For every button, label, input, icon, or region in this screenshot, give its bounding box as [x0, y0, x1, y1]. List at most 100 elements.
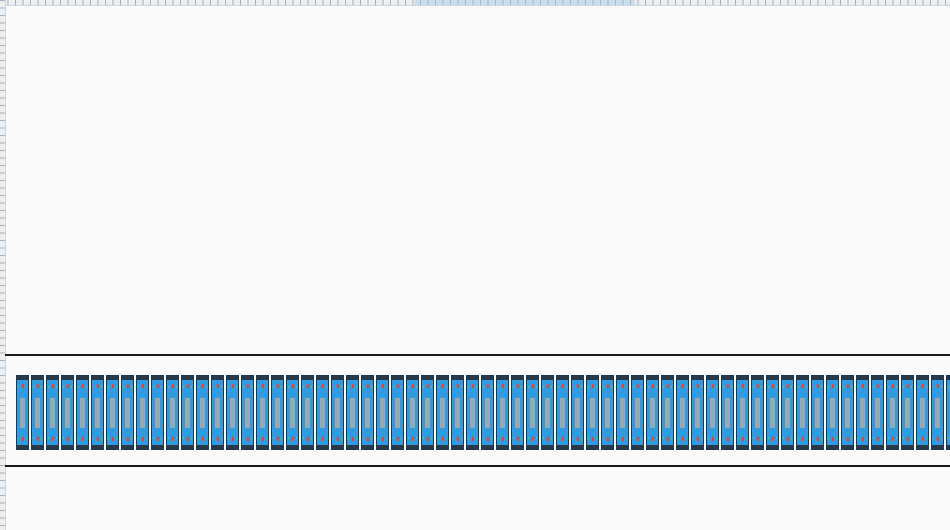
server-blade-icon[interactable]	[121, 375, 134, 450]
blade-part	[303, 437, 304, 439]
bottom-divider-line[interactable]	[5, 465, 950, 467]
server-blade-icon[interactable]	[931, 375, 944, 450]
server-blade-icon[interactable]	[196, 375, 209, 450]
server-blade-icon[interactable]	[391, 375, 404, 450]
server-blade-icon[interactable]	[556, 375, 569, 450]
server-blade-icon[interactable]	[616, 375, 629, 450]
server-blade-icon[interactable]	[46, 375, 59, 450]
server-blade-icon[interactable]	[781, 375, 794, 450]
blade-part	[701, 437, 702, 439]
server-blade-icon[interactable]	[271, 375, 284, 450]
server-blade-icon[interactable]	[106, 375, 119, 450]
blade-part	[603, 386, 604, 388]
blade-part	[112, 437, 114, 441]
server-blade-icon[interactable]	[166, 375, 179, 450]
top-divider-line[interactable]	[5, 354, 950, 356]
blade-part	[182, 376, 193, 380]
server-blade-icon[interactable]	[16, 375, 29, 450]
server-blade-icon[interactable]	[826, 375, 839, 450]
server-blade-icon[interactable]	[841, 375, 854, 450]
server-blade-icon[interactable]	[466, 375, 479, 450]
blade-part	[678, 437, 679, 439]
server-blade-icon[interactable]	[451, 375, 464, 450]
blade-part	[138, 386, 139, 388]
server-blade-icon[interactable]	[751, 375, 764, 450]
horizontal-ruler[interactable]	[0, 0, 950, 6]
server-blade-icon[interactable]	[721, 375, 734, 450]
blade-part	[182, 445, 193, 449]
blade-part	[862, 437, 864, 441]
server-blade-icon[interactable]	[916, 375, 929, 450]
server-blade-icon[interactable]	[946, 375, 950, 450]
server-blade-icon[interactable]	[601, 375, 614, 450]
server-blade-icon[interactable]	[406, 375, 419, 450]
blade-part	[512, 445, 523, 449]
server-blade-icon[interactable]	[61, 375, 74, 450]
blade-part	[341, 437, 342, 439]
server-blade-icon[interactable]	[226, 375, 239, 450]
server-blade-icon[interactable]	[436, 375, 449, 450]
server-blade-icon[interactable]	[796, 375, 809, 450]
server-blade-icon[interactable]	[91, 375, 104, 450]
blade-part	[206, 386, 207, 388]
server-blade-icon[interactable]	[241, 375, 254, 450]
server-blade-icon[interactable]	[481, 375, 494, 450]
server-blade-icon[interactable]	[766, 375, 779, 450]
blade-part	[521, 386, 522, 388]
server-blade-icon[interactable]	[571, 375, 584, 450]
server-blade-icon[interactable]	[316, 375, 329, 450]
blade-part	[776, 437, 777, 439]
blade-part	[663, 437, 664, 439]
blade-part	[438, 437, 439, 439]
server-blade-icon[interactable]	[376, 375, 389, 450]
server-blade-icon[interactable]	[736, 375, 749, 450]
blade-part	[821, 386, 822, 388]
server-blade-icon[interactable]	[526, 375, 539, 450]
server-blade-icon[interactable]	[511, 375, 524, 450]
blade-part	[333, 437, 334, 439]
server-blade-icon[interactable]	[811, 375, 824, 450]
server-blade-icon[interactable]	[856, 375, 869, 450]
blade-part	[577, 437, 579, 441]
server-blade-icon[interactable]	[31, 375, 44, 450]
server-blade-icon[interactable]	[211, 375, 224, 450]
blade-part	[22, 384, 24, 388]
blade-part	[866, 386, 867, 388]
server-blade-icon[interactable]	[586, 375, 599, 450]
server-blade-icon[interactable]	[361, 375, 374, 450]
blade-part	[881, 386, 882, 388]
blade-part	[575, 398, 580, 428]
blade-part	[65, 398, 70, 428]
server-blade-icon[interactable]	[661, 375, 674, 450]
server-blade-icon[interactable]	[286, 375, 299, 450]
blade-part	[86, 437, 87, 439]
blade-part	[817, 384, 819, 388]
server-blade-icon[interactable]	[301, 375, 314, 450]
blade-part	[257, 445, 268, 449]
server-blade-icon[interactable]	[181, 375, 194, 450]
server-blade-icon[interactable]	[151, 375, 164, 450]
server-blade-icon[interactable]	[346, 375, 359, 450]
server-blade-icon[interactable]	[871, 375, 884, 450]
server-blade-icon[interactable]	[421, 375, 434, 450]
blade-part	[617, 376, 628, 380]
blade-part	[527, 445, 538, 449]
server-blade-icon[interactable]	[631, 375, 644, 450]
server-blade-icon[interactable]	[676, 375, 689, 450]
vertical-ruler[interactable]	[0, 0, 6, 530]
server-blade-icon[interactable]	[331, 375, 344, 450]
server-blade-icon[interactable]	[901, 375, 914, 450]
server-blade-icon[interactable]	[646, 375, 659, 450]
server-blade-icon[interactable]	[136, 375, 149, 450]
blade-part	[626, 386, 627, 388]
server-blade-icon[interactable]	[706, 375, 719, 450]
server-blade-icon[interactable]	[886, 375, 899, 450]
server-blade-icon[interactable]	[541, 375, 554, 450]
server-blade-icon[interactable]	[256, 375, 269, 450]
blade-part	[737, 445, 748, 449]
blade-part	[467, 445, 478, 449]
server-blade-icon[interactable]	[76, 375, 89, 450]
blade-part	[860, 398, 865, 428]
server-blade-icon[interactable]	[496, 375, 509, 450]
server-blade-icon[interactable]	[691, 375, 704, 450]
